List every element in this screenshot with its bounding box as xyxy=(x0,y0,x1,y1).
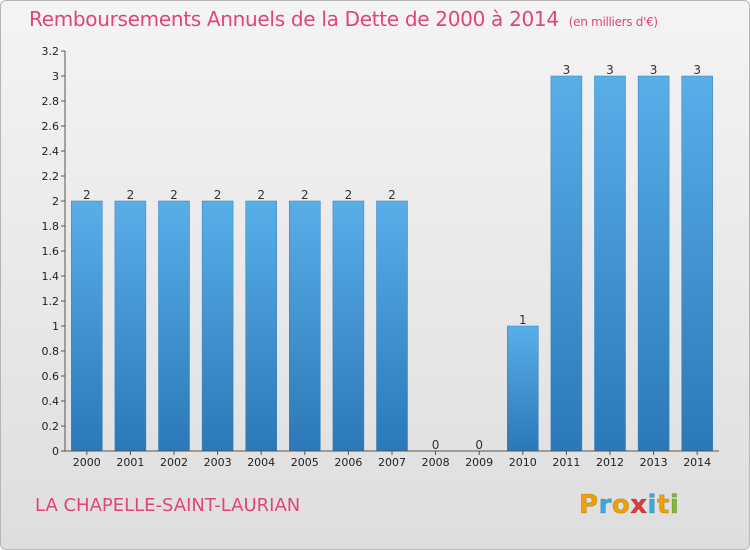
y-tick-label: 3 xyxy=(52,70,59,83)
logo-letter: i xyxy=(669,490,680,521)
data-label-2011: 3 xyxy=(563,63,571,77)
y-tick-label: 0.8 xyxy=(42,345,60,358)
y-tick-label: 1.4 xyxy=(42,270,60,283)
data-label-2004: 2 xyxy=(257,188,265,202)
y-tick-label: 1.6 xyxy=(42,245,60,258)
y-tick-label: 0.2 xyxy=(42,420,60,433)
logo-letter: P xyxy=(579,490,599,521)
data-label-2013: 3 xyxy=(650,63,658,77)
bar-2007 xyxy=(376,200,408,452)
data-label-2012: 3 xyxy=(606,63,614,77)
y-tick-label: 2.2 xyxy=(42,170,60,183)
x-tick-label-2008: 2008 xyxy=(422,456,450,469)
y-tick-label: 1 xyxy=(52,320,59,333)
x-tick-label-2010: 2010 xyxy=(509,456,537,469)
proxiti-logo: Proxiti xyxy=(579,490,680,521)
bar-2006 xyxy=(332,200,365,452)
chart-title: Remboursements Annuels de la Dette de 20… xyxy=(29,7,658,31)
x-tick-label-2002: 2002 xyxy=(160,456,188,469)
x-tick-label-2001: 2001 xyxy=(116,456,144,469)
y-tick-label: 0 xyxy=(52,445,59,458)
logo-letter: r xyxy=(598,490,612,521)
x-tick-label-2006: 2006 xyxy=(334,456,362,469)
y-tick-label: 2.6 xyxy=(42,120,60,133)
data-label-2005: 2 xyxy=(301,188,309,202)
y-tick-label: 1.8 xyxy=(42,220,60,233)
x-tick-label-2012: 2012 xyxy=(596,456,624,469)
data-label-2000: 2 xyxy=(83,188,91,202)
chart-title-text: Remboursements Annuels de la Dette de 20… xyxy=(29,7,559,31)
data-label-2003: 2 xyxy=(214,188,222,202)
y-tick-label: 2 xyxy=(52,195,59,208)
data-label-2008: 0 xyxy=(432,438,440,452)
bar-2013 xyxy=(637,75,670,452)
x-tick-label-2007: 2007 xyxy=(378,456,406,469)
data-label-2006: 2 xyxy=(345,188,353,202)
bar-2001 xyxy=(114,200,147,452)
data-label-2010: 1 xyxy=(519,313,527,327)
logo-letter: t xyxy=(656,490,670,521)
y-tick-label: 2.4 xyxy=(42,145,60,158)
bar-2014 xyxy=(681,75,713,452)
chart-unit: (en milliers d'€) xyxy=(568,15,658,29)
data-label-2009: 0 xyxy=(475,438,483,452)
x-tick-label-2011: 2011 xyxy=(552,456,580,469)
x-tick-label-2000: 2000 xyxy=(73,456,101,469)
data-label-2002: 2 xyxy=(170,188,178,202)
data-label-2007: 2 xyxy=(388,188,396,202)
x-tick-label-2003: 2003 xyxy=(204,456,232,469)
bar-2012 xyxy=(594,75,626,452)
x-tick-label-2009: 2009 xyxy=(465,456,493,469)
place-name: LA CHAPELLE-SAINT-LAURIAN xyxy=(35,495,301,516)
logo-letter: i xyxy=(647,490,657,521)
bar-2005 xyxy=(289,200,321,452)
data-label-2014: 3 xyxy=(693,63,701,77)
y-tick-label: 3.2 xyxy=(42,45,60,58)
y-tick-label: 1.2 xyxy=(42,295,60,308)
logo-letter: x xyxy=(630,490,648,521)
logo-letter: o xyxy=(611,490,631,521)
bar-2010 xyxy=(507,325,539,452)
x-tick-label-2005: 2005 xyxy=(291,456,319,469)
data-label-2001: 2 xyxy=(127,188,135,202)
bar-2002 xyxy=(158,200,190,452)
y-tick-label: 0.4 xyxy=(42,395,60,408)
x-tick-label-2013: 2013 xyxy=(640,456,668,469)
x-tick-label-2014: 2014 xyxy=(683,456,711,469)
y-tick-label: 0.6 xyxy=(42,370,60,383)
x-tick-label-2004: 2004 xyxy=(247,456,275,469)
y-tick-label: 2.8 xyxy=(42,95,60,108)
bar-2004 xyxy=(245,200,277,452)
bar-2003 xyxy=(201,200,234,452)
bar-2011 xyxy=(550,75,583,452)
bar-2000 xyxy=(71,200,103,452)
